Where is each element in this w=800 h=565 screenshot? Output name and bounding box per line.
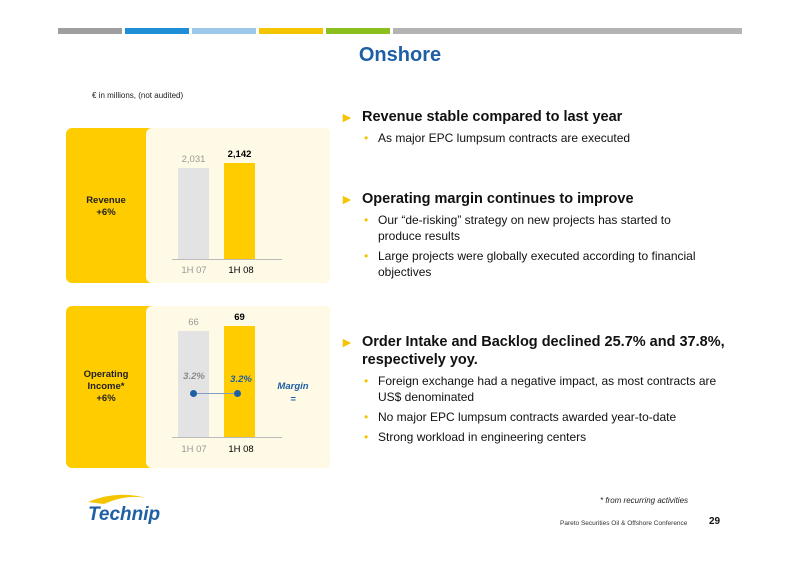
operating-category-1h07: 1H 07 [181, 444, 207, 455]
list-item: • Large projects were globally executed … [364, 249, 696, 279]
technip-logo: Technip [88, 494, 160, 525]
stripe-lightblue [192, 28, 256, 34]
revenue-category-1h07: 1H 07 [181, 265, 207, 276]
operating-axis-line [172, 437, 282, 438]
revenue-category-1h08: 1H 08 [228, 265, 254, 276]
arrow-bullet-icon: ► [340, 191, 354, 207]
section-revenue: ► Revenue stable compared to last year •… [340, 108, 740, 146]
operating-bar-1h07 [178, 331, 209, 437]
section-heading: ► Order Intake and Backlog declined 25.7… [340, 334, 725, 368]
margin-dot-1h07 [190, 390, 197, 397]
conference-name: Pareto Securities Oil & Offshore Confere… [560, 520, 688, 527]
revenue-axis-line [172, 259, 282, 260]
section-heading: ► Operating margin continues to improve [340, 191, 634, 207]
operating-value-1h07: 66 [188, 317, 199, 328]
revenue-label: Revenue +6% [86, 195, 126, 218]
margin-value-1h07: 3.2% [183, 371, 205, 382]
operating-category-1h08: 1H 08 [228, 444, 254, 455]
stripe-green [326, 28, 390, 34]
operating-value-1h08: 69 [234, 312, 245, 323]
margin-value-1h08: 3.2% [230, 374, 252, 385]
list-item: • No major EPC lumpsum contracts awarded… [364, 410, 677, 424]
stripe-grey [58, 28, 122, 34]
stripe-grey-long [393, 28, 742, 34]
bullet-dot-icon: • [364, 249, 369, 263]
footnote: * from recurring activities [600, 496, 689, 505]
unit-note: € in millions, (not audited) [92, 91, 184, 100]
margin-equal-label: Margin = [277, 381, 309, 405]
revenue-bar-1h07 [178, 168, 209, 259]
bullet-dot-icon: • [364, 374, 369, 388]
section-order-intake: ► Order Intake and Backlog declined 25.7… [340, 333, 740, 445]
logo-text: Technip [88, 504, 160, 525]
slide-title: Onshore [358, 44, 442, 66]
section-operating-margin: ► Operating margin continues to improve … [340, 190, 740, 280]
operating-bar-1h08 [224, 326, 255, 437]
revenue-value-1h08: 2,142 [227, 149, 252, 160]
list-item: • Our “de-risking” strategy on new proje… [364, 213, 671, 243]
bullet-dot-icon: • [364, 131, 369, 145]
operating-income-label: Operating Income* +6% [83, 369, 129, 404]
bullet-dot-icon: • [364, 213, 369, 227]
arrow-bullet-icon: ► [340, 334, 354, 350]
list-item: • Strong workload in engineering centers [364, 430, 587, 444]
arrow-bullet-icon: ► [340, 109, 354, 125]
stripe-blue [125, 28, 189, 34]
logo-swoosh-icon [88, 494, 146, 504]
list-item: • Foreign exchange had a negative impact… [364, 374, 717, 404]
section-heading: ► Revenue stable compared to last year [340, 109, 623, 125]
bullet-dot-icon: • [364, 410, 369, 424]
list-item: • As major EPC lumpsum contracts are exe… [364, 131, 631, 145]
bullet-dot-icon: • [364, 430, 369, 444]
margin-connector-line [194, 393, 238, 394]
margin-dot-1h08 [234, 390, 241, 397]
stripe-yellow [259, 28, 323, 34]
page-number: 29 [709, 516, 721, 527]
revenue-bar-1h08 [224, 163, 255, 259]
revenue-value-1h07: 2,031 [181, 154, 206, 165]
